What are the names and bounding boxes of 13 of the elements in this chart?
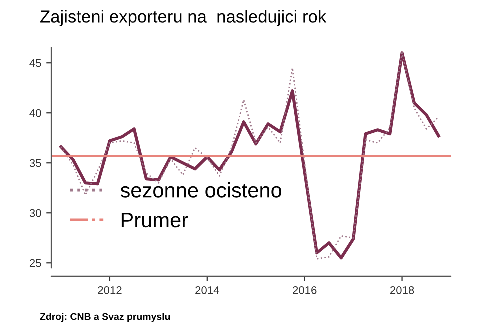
legend-label: sezonne ocisteno	[120, 182, 282, 198]
x-tick-label: 2012	[98, 286, 122, 294]
x-tick-label: 2018	[390, 286, 414, 294]
legend-label: Prumer	[122, 213, 188, 228]
y-tick-label: 40	[30, 109, 42, 118]
x-tick-label: 2014	[196, 286, 220, 294]
y-tick-label: 30	[30, 209, 42, 218]
text: Zdroj: CNB a Svaz prumyslu	[40, 313, 170, 322]
y-tick-label: 45	[30, 59, 42, 68]
y-tick-label: 35	[30, 159, 42, 168]
x-tick-label: 2016	[293, 286, 317, 294]
chart-title: Zajisteni exporteru na nasledujici rok	[40, 10, 327, 26]
y-tick-label: 25	[30, 259, 42, 268]
